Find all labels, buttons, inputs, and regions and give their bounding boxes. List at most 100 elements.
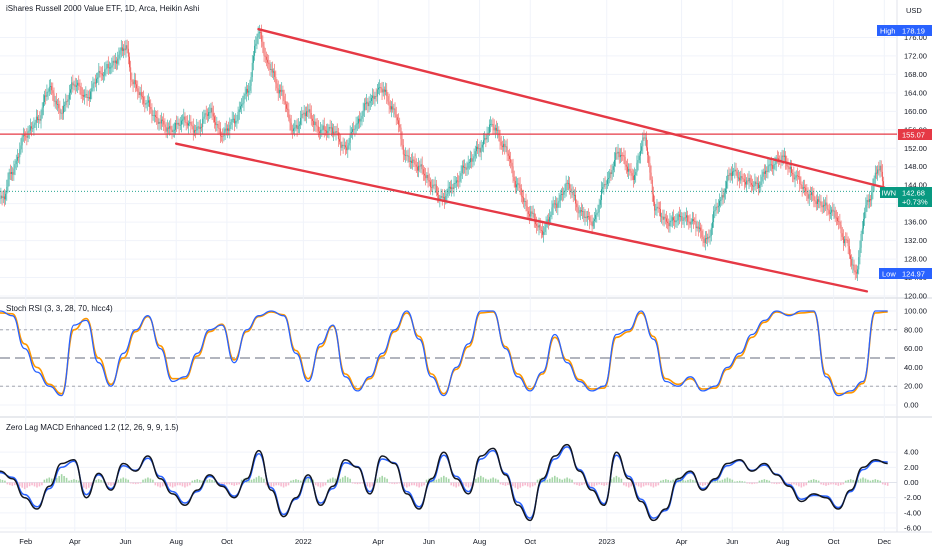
macd-histogram-bar	[117, 479, 120, 483]
candle-body	[294, 127, 296, 129]
candle-body	[328, 127, 330, 131]
price-pane[interactable]	[0, 24, 897, 293]
candle-body	[643, 137, 645, 139]
candle-body	[254, 45, 256, 56]
candle-body	[114, 60, 116, 63]
candle-body	[171, 129, 173, 132]
macd-histogram-bar	[620, 478, 623, 483]
macd-histogram-bar	[408, 482, 411, 487]
candle-body	[516, 184, 518, 188]
candle-body	[637, 160, 639, 163]
candle-body	[261, 32, 263, 42]
low-tag-label: Low	[882, 270, 896, 279]
candle-body	[104, 69, 106, 76]
candle-body	[386, 89, 388, 97]
candle-body	[552, 203, 554, 208]
candle-body	[473, 156, 475, 159]
candle-body	[840, 225, 842, 234]
currency-label[interactable]: USD	[906, 6, 922, 15]
candle-body	[667, 221, 669, 223]
candle-body	[844, 239, 846, 244]
candle-body	[231, 118, 233, 123]
macd-histogram-bar	[137, 482, 139, 484]
macd-histogram-bar	[561, 479, 563, 483]
candle-body	[636, 162, 638, 173]
candle-body	[380, 87, 382, 89]
candle-body	[749, 177, 751, 184]
candle-body	[376, 89, 378, 97]
macd-histogram-bar	[292, 479, 295, 483]
candle-body	[699, 227, 700, 229]
candle-body	[363, 103, 365, 111]
candle-body	[758, 183, 759, 189]
candle-body	[879, 165, 881, 171]
macd-histogram-bar	[265, 482, 268, 486]
time-tick-label: Feb	[19, 537, 32, 546]
macd-histogram-bar	[319, 482, 322, 488]
macd-histogram-bar	[517, 482, 519, 490]
candle-body	[337, 132, 339, 139]
candle-body	[185, 122, 187, 124]
macd-histogram-bar	[443, 475, 445, 483]
candle-body	[205, 113, 207, 115]
candle-body	[701, 230, 703, 237]
candle-body	[268, 62, 270, 65]
candle-body	[534, 220, 536, 225]
candle-body	[125, 45, 127, 51]
macd-histogram-bar	[198, 479, 201, 483]
candle-body	[221, 136, 223, 137]
candle-body	[18, 156, 20, 158]
macd-histogram-bar	[38, 482, 41, 487]
candle-body	[550, 214, 552, 217]
candle-body	[262, 41, 264, 47]
macd-histogram-bar	[692, 479, 694, 483]
candle-body	[471, 158, 473, 162]
candle-body	[590, 221, 592, 223]
candle-body	[434, 184, 436, 186]
candle-body	[25, 135, 27, 137]
macd-histogram-bar	[329, 478, 332, 483]
macd-histogram-bar	[287, 482, 290, 486]
candle-body	[183, 116, 185, 120]
candle-body	[632, 175, 634, 180]
candle-body	[726, 181, 728, 189]
macd-histogram-bar	[849, 479, 852, 483]
macd-histogram-bar	[147, 477, 149, 483]
last-price-value: 142.68	[902, 189, 925, 198]
candle-body	[439, 197, 441, 200]
candle-body	[640, 150, 641, 156]
macd-histogram-bar	[803, 482, 805, 487]
candle-body	[71, 82, 73, 90]
macd-histogram-bar	[127, 479, 130, 483]
low-tag: Low 124.97	[879, 268, 932, 279]
candle-body	[657, 206, 659, 208]
candle-body	[411, 160, 412, 163]
macd-histogram-bar	[406, 482, 408, 488]
candle-body	[142, 96, 143, 98]
candle-body	[209, 112, 211, 113]
last-price-symbol: IWN	[882, 189, 897, 198]
candle-body	[160, 119, 162, 124]
candle-body	[324, 130, 326, 132]
macd-tick-label: 0.00	[904, 478, 919, 487]
stoch-rsi-pane[interactable]	[0, 310, 897, 397]
macd-histogram-bar	[655, 482, 657, 487]
candle-body	[747, 180, 749, 182]
candle-body	[152, 115, 154, 117]
macd-histogram-bar	[640, 482, 642, 488]
candle-body	[2, 196, 4, 199]
candle-body	[442, 196, 444, 198]
candle-body	[551, 207, 553, 215]
candle-body	[793, 174, 795, 180]
candle-body	[553, 203, 555, 205]
candle-body	[704, 238, 706, 243]
time-tick-label: Aug	[473, 537, 486, 546]
time-tick-label: Oct	[524, 537, 537, 546]
macd-histogram-bar	[529, 482, 531, 488]
candle-body	[100, 72, 102, 74]
macd-pane[interactable]	[0, 443, 897, 522]
candle-body	[388, 101, 390, 106]
upper-trendline	[257, 27, 886, 189]
